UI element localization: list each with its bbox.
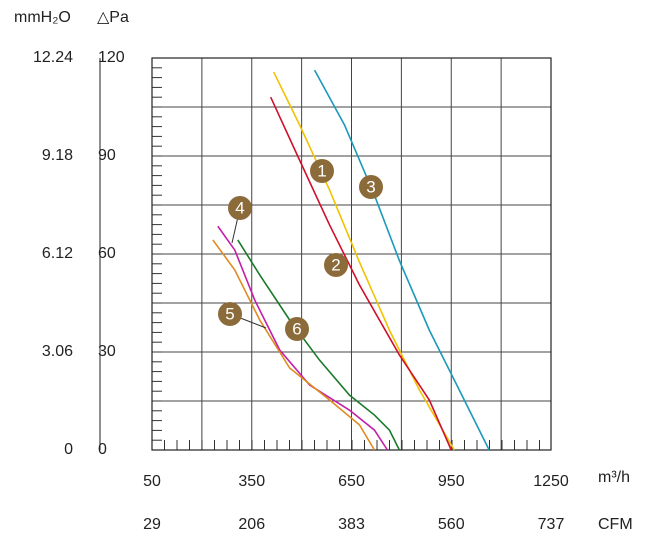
- x-tick-label: 350: [238, 473, 265, 490]
- x-tick-label: 50: [143, 473, 161, 490]
- x-unit-label: m³/h: [598, 469, 630, 486]
- x-tick-label: 950: [438, 473, 465, 490]
- legend-label: 1: [317, 161, 326, 180]
- badge: [285, 317, 309, 341]
- badge: [359, 175, 383, 199]
- plot-frame: [151, 57, 552, 451]
- x2-tick-label: 737: [538, 516, 565, 533]
- legend-label: 4: [235, 198, 244, 217]
- curve: [272, 71, 455, 451]
- badge: [324, 253, 348, 277]
- legend-label: 5: [225, 304, 234, 323]
- curve: [217, 225, 389, 451]
- x-tick-label: 650: [338, 473, 365, 490]
- curve: [237, 239, 401, 451]
- y-unit-label: △Pa: [97, 9, 129, 26]
- legend-label: 2: [331, 255, 340, 274]
- legend-label: 3: [366, 177, 375, 196]
- x-tick-label: 1250: [533, 473, 569, 490]
- x2-unit-label: CFM: [598, 516, 633, 533]
- y2-unit-label: mmH₂O: [14, 9, 71, 26]
- x2-tick-label: 29: [143, 516, 161, 533]
- y2-tick-label: 12.24: [33, 49, 73, 66]
- badge: [310, 159, 334, 183]
- x2-tick-label: 383: [338, 516, 365, 533]
- legend-label: 6: [292, 319, 301, 338]
- curve: [212, 239, 376, 451]
- y-tick-label: 90: [98, 147, 116, 164]
- y-tick-label: 0: [98, 441, 107, 458]
- curve: [269, 96, 452, 451]
- curve: [313, 69, 490, 451]
- y2-tick-label: 3.06: [42, 343, 73, 360]
- y-tick-label: 120: [98, 49, 125, 66]
- y-tick-label: 60: [98, 245, 116, 262]
- y2-tick-label: 0: [64, 441, 73, 458]
- x2-tick-label: 560: [438, 516, 465, 533]
- badge: [218, 302, 242, 326]
- x2-tick-label: 206: [238, 516, 265, 533]
- y-tick-label: 30: [98, 343, 116, 360]
- y2-tick-label: 6.12: [42, 245, 73, 262]
- y2-tick-label: 9.18: [42, 147, 73, 164]
- badge: [228, 196, 252, 220]
